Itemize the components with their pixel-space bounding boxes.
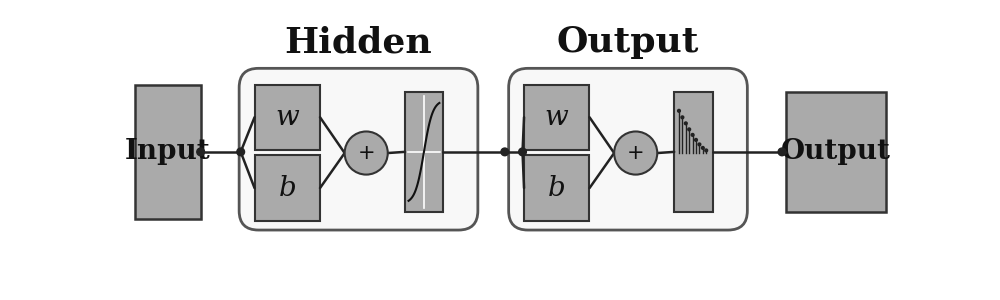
Circle shape bbox=[691, 134, 694, 136]
Circle shape bbox=[695, 139, 697, 141]
Circle shape bbox=[681, 116, 684, 119]
FancyBboxPatch shape bbox=[239, 68, 478, 230]
Circle shape bbox=[197, 148, 204, 156]
Text: +: + bbox=[627, 143, 645, 163]
Text: w: w bbox=[275, 104, 299, 131]
Bar bbox=[786, 92, 886, 212]
Text: w: w bbox=[545, 104, 569, 131]
Circle shape bbox=[519, 148, 526, 156]
Text: Output: Output bbox=[781, 138, 891, 165]
Circle shape bbox=[684, 122, 687, 125]
Bar bbox=[255, 85, 320, 150]
Text: Output: Output bbox=[557, 25, 699, 59]
Bar bbox=[255, 155, 320, 221]
Text: Hidden: Hidden bbox=[285, 25, 432, 59]
Circle shape bbox=[688, 128, 691, 131]
Circle shape bbox=[678, 110, 680, 112]
Circle shape bbox=[345, 131, 388, 175]
FancyBboxPatch shape bbox=[509, 68, 747, 230]
Bar bbox=[405, 92, 443, 212]
Circle shape bbox=[705, 149, 708, 152]
Text: b: b bbox=[548, 175, 566, 202]
Circle shape bbox=[501, 148, 509, 156]
Circle shape bbox=[778, 148, 786, 156]
Bar bbox=[524, 85, 589, 150]
Circle shape bbox=[701, 146, 704, 149]
Text: Input: Input bbox=[125, 138, 211, 165]
Circle shape bbox=[698, 143, 701, 146]
Text: +: + bbox=[357, 143, 375, 163]
Bar bbox=[135, 85, 201, 219]
Bar bbox=[524, 155, 589, 221]
Circle shape bbox=[237, 148, 245, 156]
Text: b: b bbox=[278, 175, 296, 202]
Bar bbox=[674, 92, 713, 212]
Circle shape bbox=[614, 131, 657, 175]
